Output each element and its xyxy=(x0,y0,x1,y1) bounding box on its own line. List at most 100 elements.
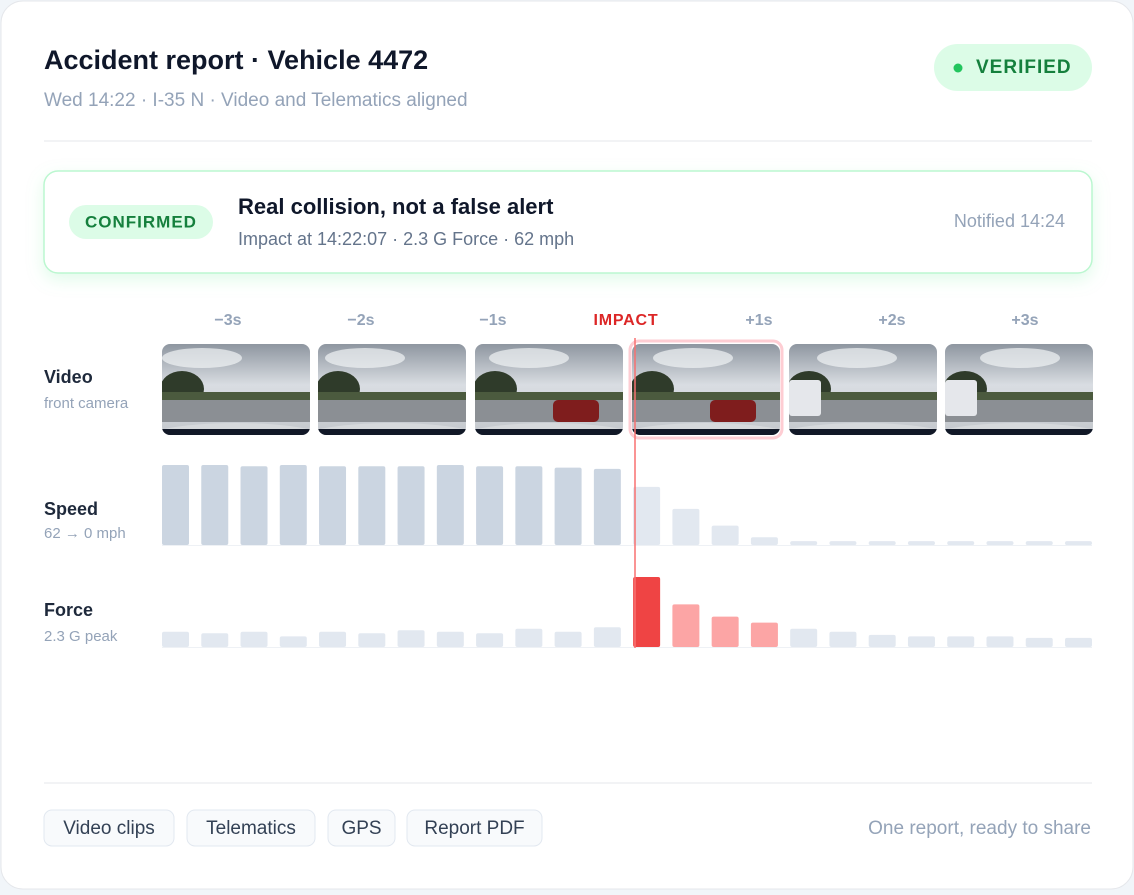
row-label: Video xyxy=(44,367,93,387)
bar xyxy=(907,636,935,647)
bar xyxy=(319,466,347,545)
row-sublabel: front camera xyxy=(44,395,129,412)
button[interactable]: Report PDF xyxy=(406,809,543,847)
button-bg xyxy=(43,809,175,847)
button-label[interactable]: GPS xyxy=(341,818,381,839)
title: Accident report · Vehicle 4472 xyxy=(44,45,428,75)
dash xyxy=(789,429,937,435)
thumbnail xyxy=(162,344,310,435)
bar xyxy=(907,541,935,545)
dash xyxy=(162,429,310,435)
bar xyxy=(829,631,857,647)
button-bg xyxy=(327,809,396,847)
bar xyxy=(750,537,778,545)
button[interactable]: Telematics xyxy=(186,809,316,847)
road xyxy=(945,400,1093,422)
cloud xyxy=(325,348,405,368)
status-pill xyxy=(934,44,1092,91)
bar xyxy=(515,628,543,647)
row-label: Speed xyxy=(44,499,98,519)
button[interactable]: GPS xyxy=(327,809,396,847)
car xyxy=(710,400,756,422)
time-label: +2s xyxy=(878,312,905,329)
bar xyxy=(279,465,307,545)
road xyxy=(475,400,623,422)
alert-box xyxy=(43,170,1093,274)
treeline xyxy=(162,392,310,400)
road xyxy=(789,400,937,422)
button-bg xyxy=(406,809,543,847)
treeline xyxy=(318,392,466,400)
bar xyxy=(436,631,464,647)
bar xyxy=(554,631,582,647)
treeline xyxy=(789,392,937,400)
cloud xyxy=(653,348,733,368)
status-dot xyxy=(953,63,963,73)
button-label[interactable]: Video clips xyxy=(63,818,155,839)
bar xyxy=(515,466,543,545)
road xyxy=(632,400,780,422)
bar xyxy=(358,466,386,545)
badge-pill xyxy=(69,205,213,239)
dash xyxy=(632,429,780,435)
treeline xyxy=(632,392,780,400)
time-label: −1s xyxy=(479,312,506,329)
treeline xyxy=(945,392,1093,400)
bar xyxy=(240,631,268,647)
badge: CONFIRMED xyxy=(85,212,197,231)
row-sublabel: 62 → 0 mph xyxy=(44,525,126,542)
van xyxy=(945,380,977,416)
bar xyxy=(947,541,975,545)
bar xyxy=(593,627,621,647)
bar xyxy=(711,525,739,545)
notified: Notified 14:24 xyxy=(954,211,1065,231)
car xyxy=(553,400,599,422)
bar xyxy=(672,604,700,647)
dash xyxy=(945,429,1093,435)
bar xyxy=(633,486,661,545)
bar xyxy=(986,541,1014,545)
bar xyxy=(633,577,661,647)
bar xyxy=(162,465,189,545)
dash xyxy=(318,429,466,435)
bar xyxy=(319,631,347,647)
bar xyxy=(201,465,229,545)
van xyxy=(789,380,821,416)
bar xyxy=(593,468,621,545)
button-label[interactable]: Report PDF xyxy=(424,818,524,839)
bar xyxy=(476,633,504,647)
bar xyxy=(868,634,896,647)
time-label: +1s xyxy=(745,312,772,329)
button-label[interactable]: Telematics xyxy=(206,818,296,839)
cloud xyxy=(162,348,242,368)
thumbnail xyxy=(318,344,466,435)
road xyxy=(162,400,310,422)
bar xyxy=(358,633,386,647)
treeline xyxy=(475,392,623,400)
row-label: Force xyxy=(44,600,93,620)
cloud xyxy=(489,348,569,368)
footer-note: One report, ready to share xyxy=(868,818,1091,839)
bar xyxy=(790,541,818,545)
bar xyxy=(397,630,425,647)
time-label: −3s xyxy=(214,312,241,329)
bar xyxy=(554,467,582,545)
alert-detail: Impact at 14:22:07 · 2.3 G Force · 62 mp… xyxy=(238,229,574,249)
bar xyxy=(1065,541,1092,545)
row-sublabel: 2.3 G peak xyxy=(44,628,118,645)
thumbnail xyxy=(945,344,1093,435)
dash xyxy=(475,429,623,435)
bar xyxy=(1025,637,1053,647)
bar xyxy=(829,541,857,545)
button[interactable]: Video clips xyxy=(43,809,175,847)
bar xyxy=(711,616,739,647)
bar xyxy=(162,631,189,647)
cloud xyxy=(980,348,1060,368)
status: VERIFIED xyxy=(976,57,1072,78)
bar xyxy=(672,508,700,545)
bar xyxy=(986,636,1014,647)
button-bg xyxy=(186,809,316,847)
thumbnail xyxy=(632,344,780,435)
bar xyxy=(397,466,425,545)
